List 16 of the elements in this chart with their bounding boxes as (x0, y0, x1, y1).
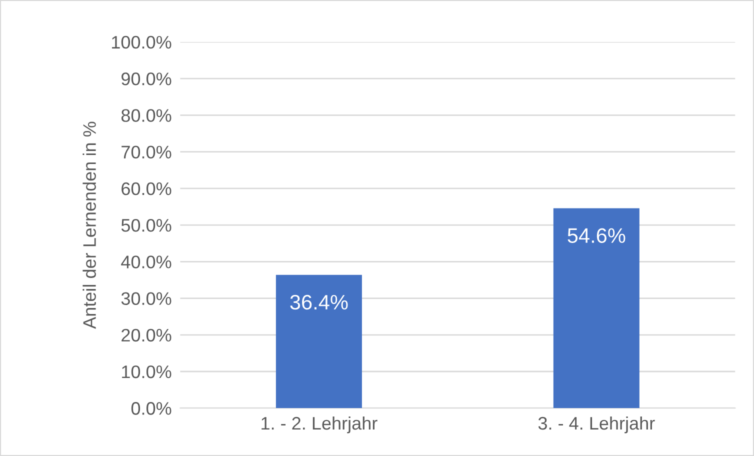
y-tick-label: 70.0% (122, 146, 172, 159)
y-tick-label: 40.0% (121, 256, 172, 268)
y-tick-label: 80.0% (121, 109, 172, 122)
y-axis-title: Anteil der Lernenden in % (82, 122, 96, 329)
y-tick-label: 10.0% (122, 365, 172, 378)
x-tick-label: 1. - 2. Lehrjahr (262, 416, 378, 434)
y-tick-label: 20.0% (122, 328, 172, 342)
y-tick-label: 100.0% (112, 36, 172, 49)
x-tick-label: 3. - 4. Lehrjahr (538, 416, 655, 434)
y-tick-label: 50.0% (121, 218, 172, 232)
y-tick-label: 0.0% (131, 402, 172, 415)
y-tick-label: 60.0% (122, 182, 172, 196)
y-tick-label: 90.0% (122, 72, 172, 86)
data-label: 54.6% (568, 228, 626, 243)
data-label: 36.4% (290, 294, 348, 310)
y-tick-label: 30.0% (121, 292, 172, 305)
